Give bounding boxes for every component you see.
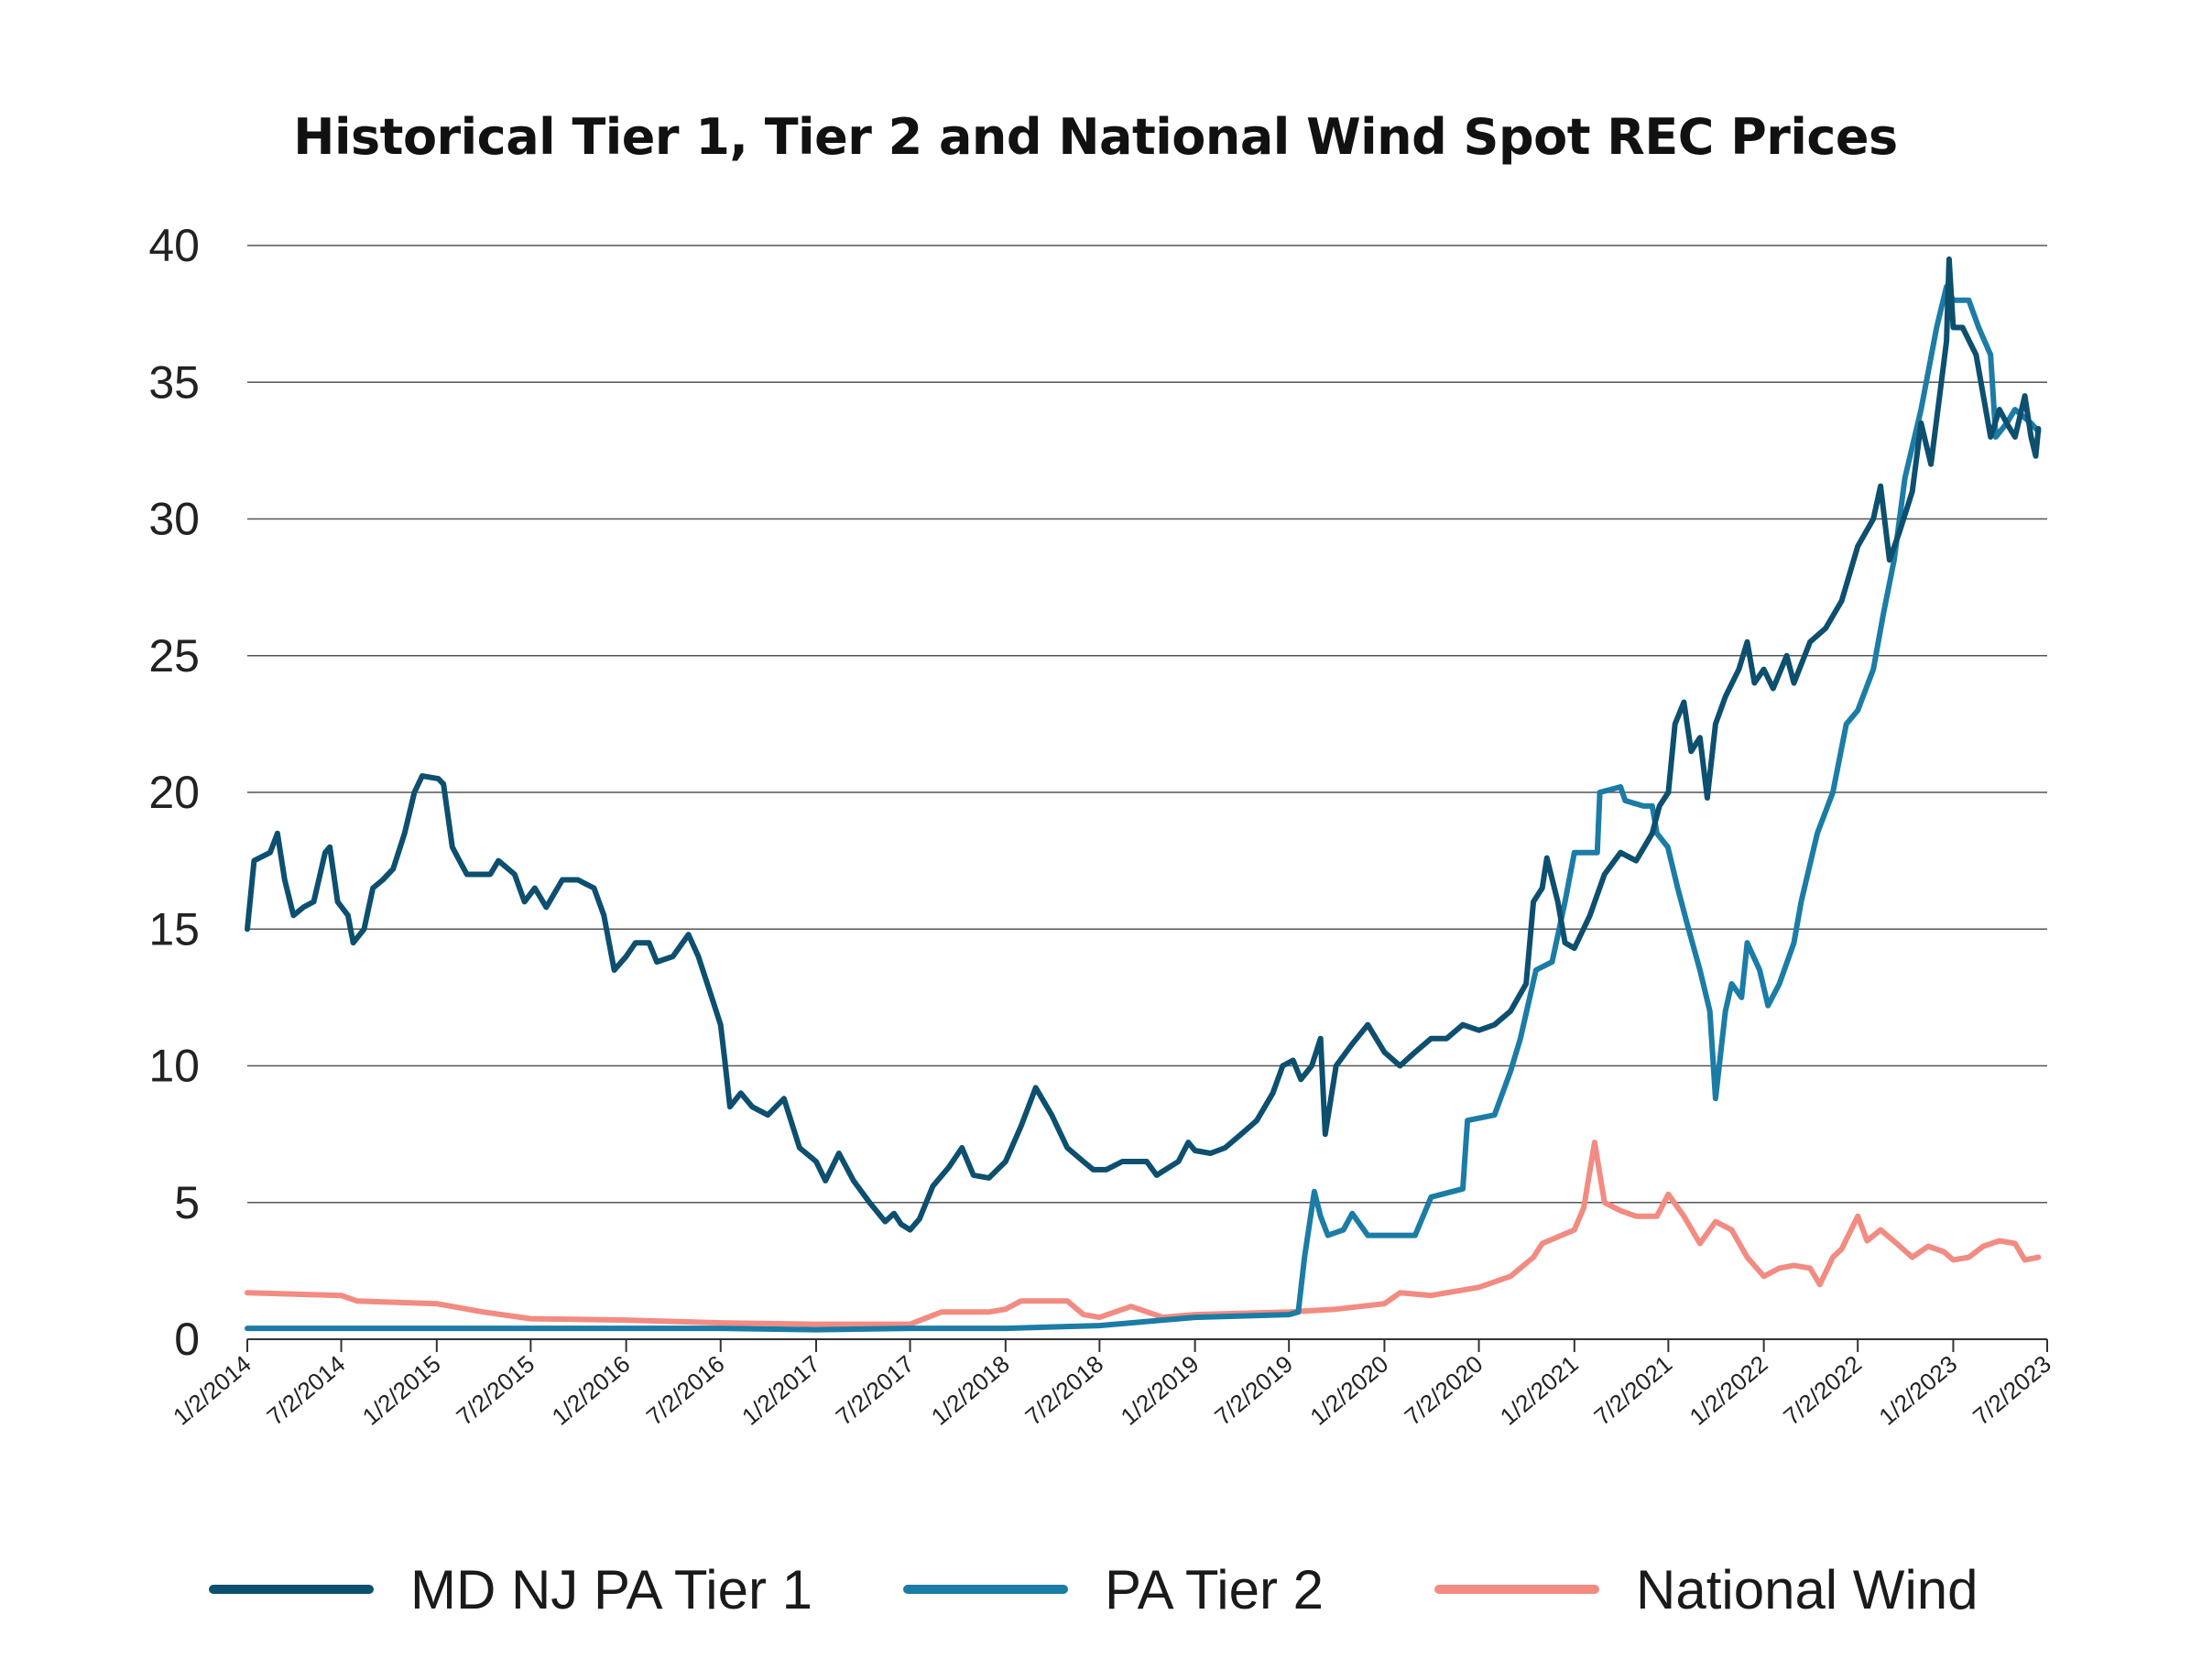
- y-tick-label: 15: [148, 903, 200, 955]
- legend: MD NJ PA Tier 1 PA Tier 2 National Wind: [0, 1548, 2191, 1631]
- y-tick-label: 30: [148, 494, 200, 545]
- series-line-md-nj-pa-tier-1: [245, 256, 2042, 1233]
- x-tick-label: 7/2/2014: [262, 1350, 351, 1431]
- x-tick-label: 7/2/2023: [1968, 1350, 2056, 1431]
- y-tick-label: 40: [148, 220, 200, 271]
- chart-title: Historical Tier 1, Tier 2 and National W…: [293, 108, 1898, 166]
- gridlines: [247, 245, 2047, 1204]
- y-tick-label: 10: [148, 1041, 200, 1092]
- y-tick-label: 20: [148, 767, 200, 818]
- x-tick-label: 1/2/2015: [357, 1350, 446, 1431]
- x-tick-label: 7/2/2022: [1778, 1350, 1867, 1431]
- x-tick-label: 1/2/2021: [1495, 1350, 1584, 1431]
- legend-swatch-tier1: [209, 1585, 374, 1594]
- legend-label-tier1: MD NJ PA Tier 1: [410, 1558, 812, 1620]
- series-layer: [245, 256, 2042, 1333]
- y-tick-label: 35: [148, 356, 200, 408]
- legend-label-national-wind: National Wind: [1636, 1558, 1978, 1620]
- x-tick-label: 1/2/2022: [1684, 1350, 1773, 1431]
- y-axis-ticks: 0 5 10 15 20 25 30 35 40: [148, 220, 200, 1365]
- x-tick-label: 7/2/2021: [1588, 1350, 1677, 1431]
- x-tick-label: 7/2/2015: [451, 1350, 540, 1431]
- y-tick-label: 5: [174, 1177, 200, 1228]
- y-tick-label: 0: [174, 1314, 200, 1365]
- legend-label-tier2: PA Tier 2: [1105, 1558, 1324, 1620]
- x-tick-label: 1/2/2016: [547, 1350, 636, 1431]
- legend-item-tier2[interactable]: PA Tier 2: [903, 1548, 1324, 1631]
- x-tick-label: 1/2/2019: [1116, 1350, 1205, 1431]
- x-tick-label: 1/2/2020: [1304, 1350, 1393, 1431]
- legend-swatch-tier2: [903, 1585, 1068, 1594]
- series-line-pa-tier-2: [245, 283, 2042, 1333]
- y-tick-label: 25: [148, 630, 200, 682]
- x-tick-label: 1/2/2023: [1873, 1350, 1962, 1431]
- x-tick-label: 1/2/2018: [926, 1350, 1015, 1431]
- x-tick-label: 7/2/2019: [1209, 1350, 1298, 1431]
- x-axis-ticks: 1/2/2014 7/2/2014 1/2/2015 7/2/2015 1/2/2016…: [168, 1339, 2056, 1431]
- legend-item-tier1[interactable]: MD NJ PA Tier 1: [209, 1548, 812, 1631]
- legend-item-national-wind[interactable]: National Wind: [1434, 1548, 1978, 1631]
- x-tick-label: 1/2/2017: [736, 1350, 825, 1431]
- legend-swatch-national-wind: [1434, 1585, 1599, 1594]
- x-tick-label: 7/2/2016: [641, 1350, 730, 1431]
- x-tick-label: 7/2/2018: [1019, 1350, 1108, 1431]
- x-tick-label: 7/2/2020: [1400, 1350, 1488, 1431]
- x-tick-label: 7/2/2017: [831, 1350, 920, 1431]
- series-line-national-wind: [245, 1140, 2042, 1327]
